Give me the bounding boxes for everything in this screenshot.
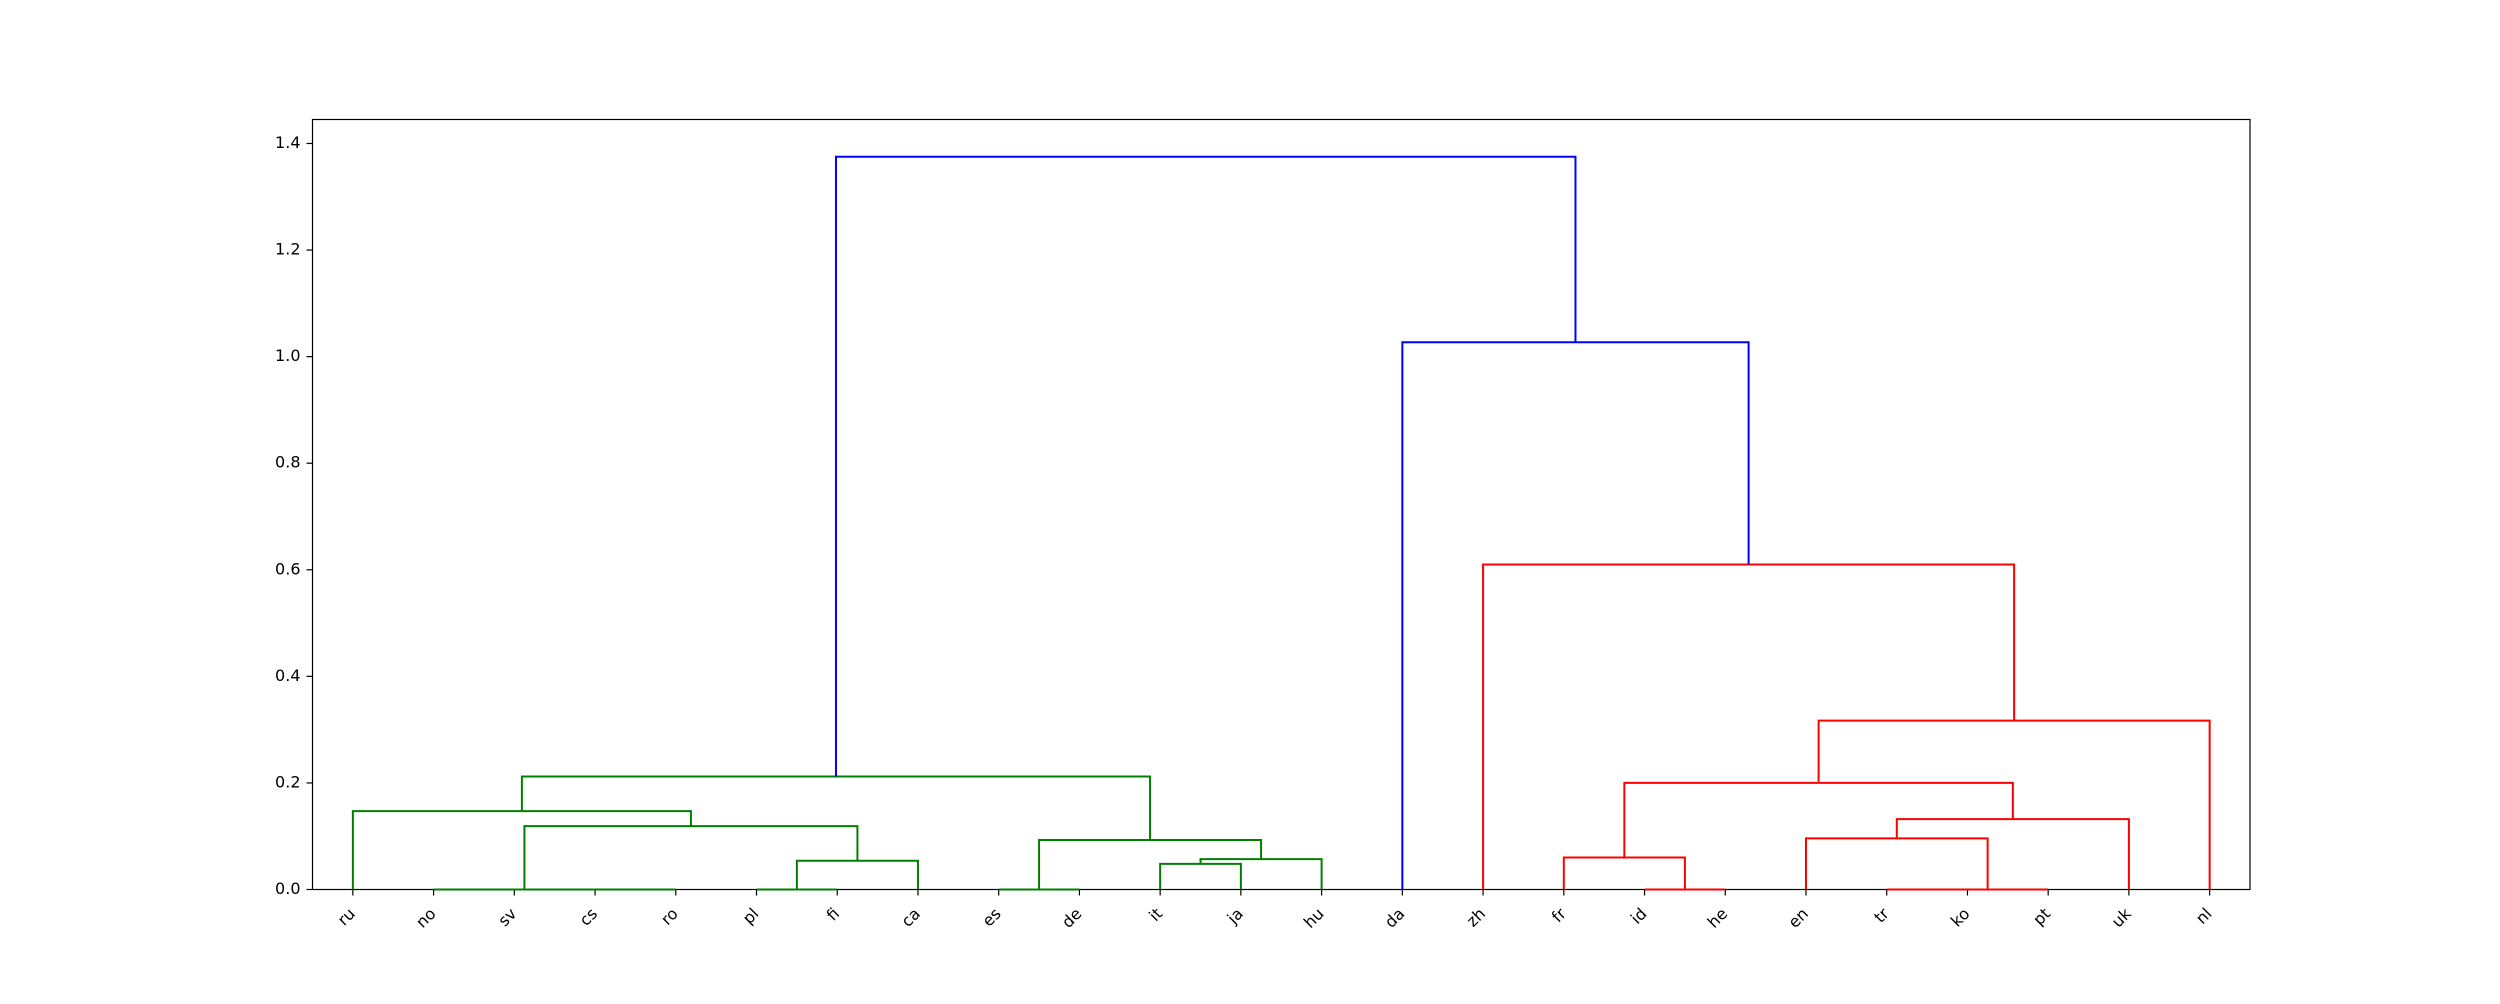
dendrogram-link <box>523 825 859 890</box>
leaf-label: it <box>1145 904 1166 925</box>
y-tick-label: 0.6 <box>275 559 300 578</box>
y-tick-label: 1.2 <box>275 240 300 259</box>
y-tick-label: 0.4 <box>275 666 300 685</box>
leaf-label: de <box>1058 904 1086 932</box>
dendrogram-link <box>834 155 1577 777</box>
leaf-label: pt <box>2029 904 2054 929</box>
dendrogram-link <box>795 859 919 890</box>
leaf-label: fi <box>823 904 844 925</box>
y-tick-label: 0.2 <box>275 772 300 791</box>
dendrogram-link <box>1804 837 1989 890</box>
leaf-label: es <box>978 904 1004 930</box>
leaf-label: zh <box>1463 904 1490 931</box>
leaf-label: da <box>1381 904 1409 932</box>
y-tick-label: 1.0 <box>275 346 300 365</box>
y-tick-label: 0.0 <box>275 879 300 898</box>
dendrogram-link <box>1482 563 2016 890</box>
leaf-label: tr <box>1870 904 1893 927</box>
leaf-label: id <box>1627 904 1651 928</box>
plot-frame <box>311 118 2251 891</box>
dendrogram-link <box>1159 862 1242 890</box>
leaf-label: he <box>1704 904 1732 932</box>
leaf-label: uk <box>2108 904 2136 932</box>
leaf-label: pl <box>739 904 763 928</box>
dendrogram-link <box>1623 781 2014 858</box>
dendrogram-link <box>520 775 1152 840</box>
dendrogram-link <box>1817 719 2211 890</box>
leaf-label: no <box>412 904 440 932</box>
leaf-label: fr <box>1548 904 1570 926</box>
leaf-label: ja <box>1223 904 1247 928</box>
y-tick-label: 1.4 <box>275 133 300 152</box>
leaf-label: ru <box>334 904 359 929</box>
leaf-label: hu <box>1300 904 1328 932</box>
leaf-label: sv <box>494 904 520 930</box>
dendrogram-link <box>1038 838 1263 890</box>
leaf-label: ro <box>657 904 682 929</box>
dendrogram-link <box>1895 818 2130 890</box>
leaf-label: cs <box>576 904 602 930</box>
dendrogram-link <box>1562 856 1686 890</box>
dendrogram-link <box>351 810 692 890</box>
leaf-label: ko <box>1947 904 1974 931</box>
leaf-label: ca <box>897 904 924 931</box>
leaf-label: en <box>1784 904 1812 932</box>
y-tick-label: 0.8 <box>275 453 300 472</box>
leaf-label: nl <box>2192 904 2216 928</box>
dendrogram-link <box>1401 341 1750 890</box>
